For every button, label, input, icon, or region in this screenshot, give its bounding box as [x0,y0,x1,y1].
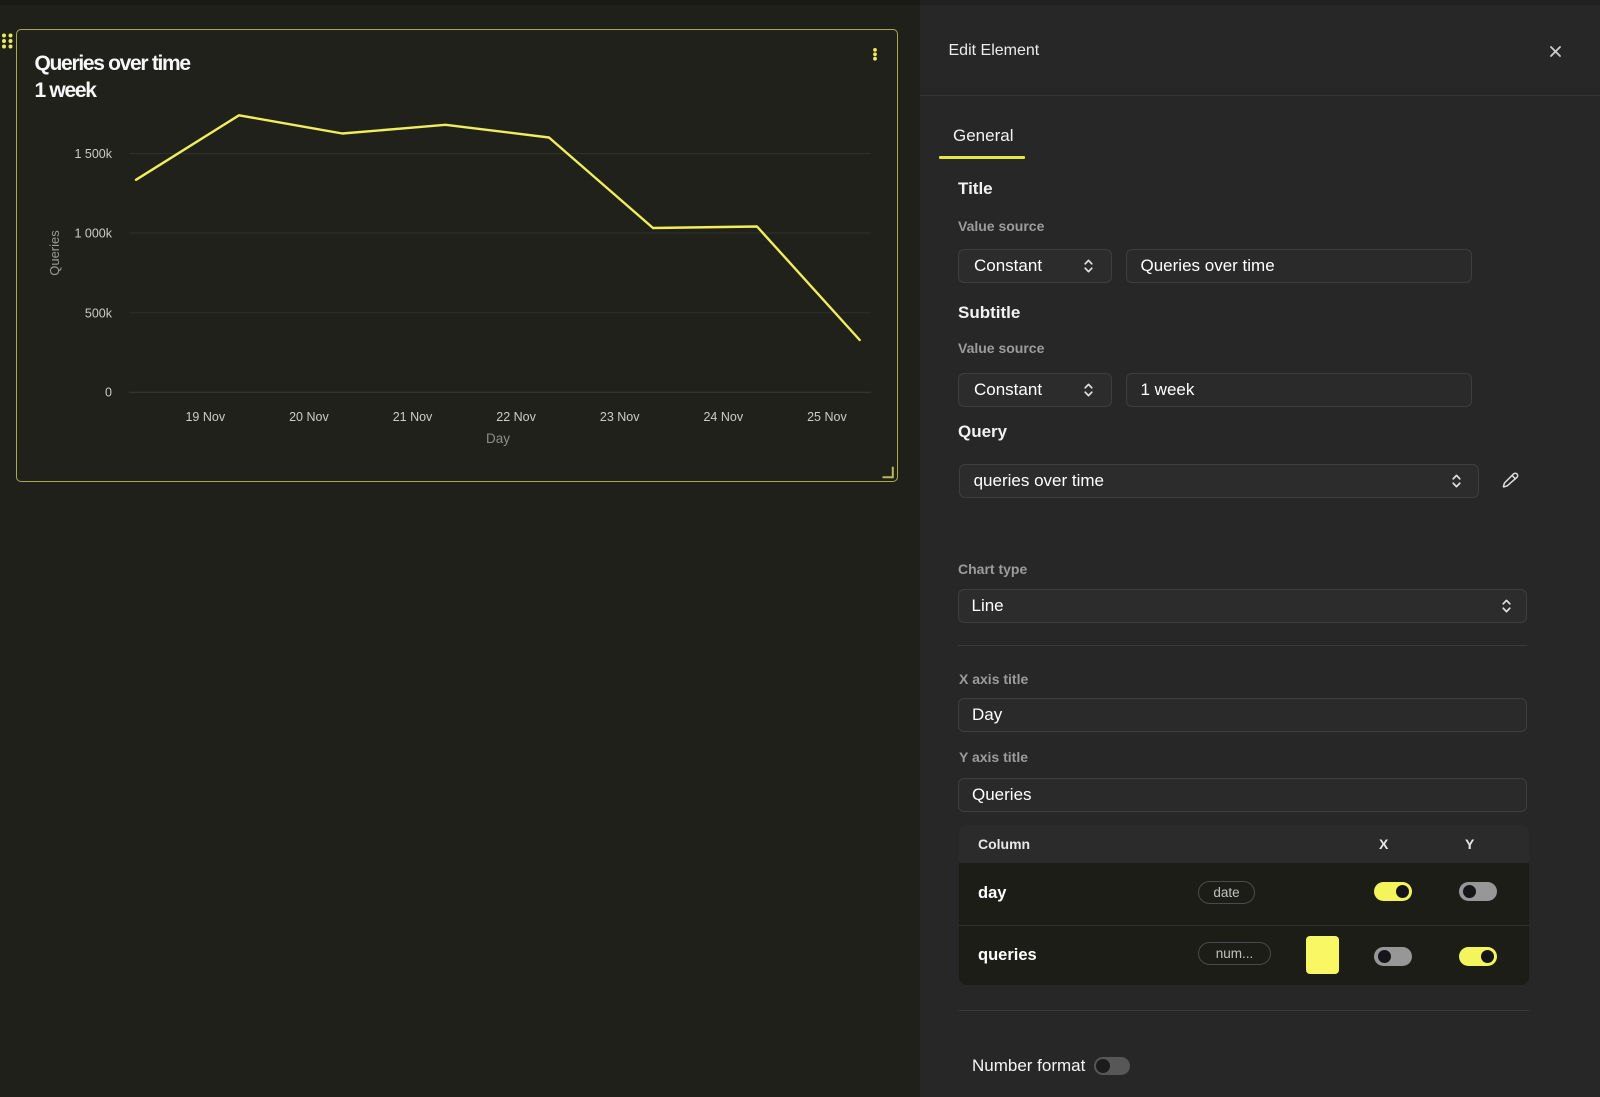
svg-text:23 Nov: 23 Nov [600,410,640,424]
svg-text:21 Nov: 21 Nov [393,410,433,424]
svg-text:0: 0 [105,386,112,400]
svg-text:1 500k: 1 500k [74,147,112,161]
svg-text:20 Nov: 20 Nov [289,410,329,424]
svg-text:24 Nov: 24 Nov [703,410,743,424]
svg-text:1 week: 1 week [35,79,98,102]
svg-text:Day: Day [486,431,510,446]
svg-text:25 Nov: 25 Nov [807,410,847,424]
svg-text:1 000k: 1 000k [74,227,112,241]
svg-text:Queries over time: Queries over time [35,52,191,75]
svg-text:19 Nov: 19 Nov [185,410,225,424]
svg-text:500k: 500k [85,306,113,320]
svg-text:22 Nov: 22 Nov [496,410,536,424]
svg-text:Queries: Queries [47,230,62,276]
